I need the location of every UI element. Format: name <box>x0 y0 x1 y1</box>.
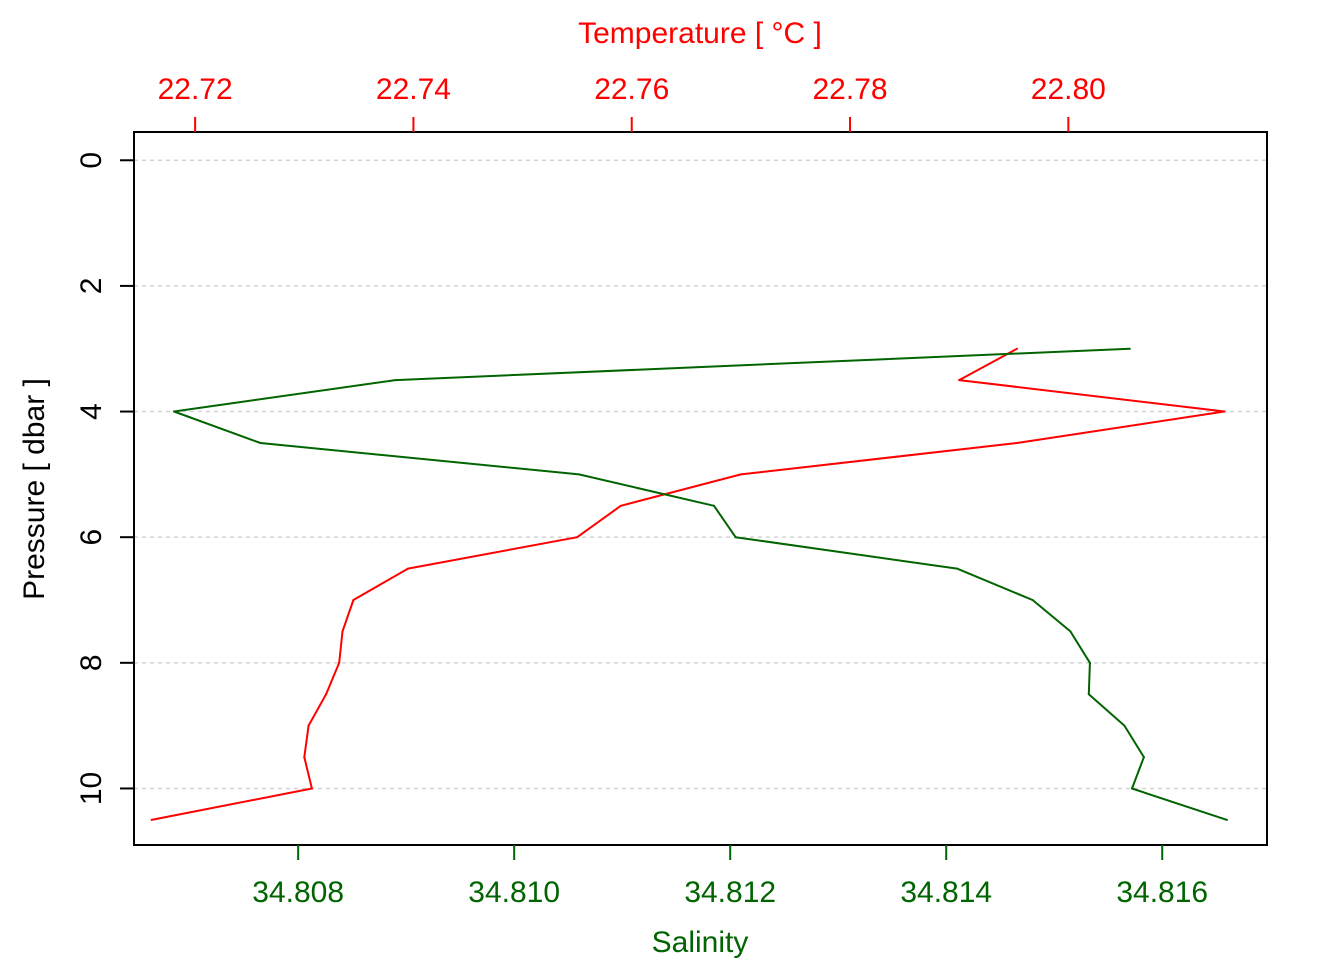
salinity-tick-label-2: 34.812 <box>684 876 776 909</box>
temperature-point-15 <box>150 818 153 821</box>
temperature-point-9 <box>341 630 344 633</box>
salinity-tick-label-3: 34.814 <box>900 876 992 909</box>
temperature-point-6 <box>576 536 579 539</box>
salinity-point-8 <box>1031 599 1034 601</box>
salinity-point-12 <box>1123 724 1126 727</box>
temperature-tick-label-4: 22.80 <box>1031 73 1106 106</box>
salinity-point-5 <box>713 504 715 507</box>
salinity-point-11 <box>1087 693 1090 696</box>
salinity-point-7 <box>956 567 958 570</box>
pressure-axis-title: Pressure [ dbar ] <box>18 378 51 600</box>
temperature-point-14 <box>310 787 313 790</box>
pressure-tick-label-4: 8 <box>75 654 108 671</box>
temperature-tick-label-3: 22.78 <box>812 73 887 106</box>
salinity-point-10 <box>1088 661 1091 664</box>
pressure-tick-label-5: 10 <box>75 772 108 805</box>
temperature-point-11 <box>325 693 328 696</box>
temperature-point-13 <box>303 756 306 759</box>
plot-frame <box>133 131 1268 846</box>
pressure-tick-label-0: 0 <box>75 152 108 169</box>
temperature-point-4 <box>739 473 742 476</box>
temperature-point-8 <box>352 599 355 601</box>
salinity-axis: 34.808 34.810 34.812 34.814 34.816 <box>252 845 1208 909</box>
temperature-point-7 <box>407 567 409 570</box>
temperature-point-2 <box>1223 410 1226 413</box>
salinity-point-3 <box>259 442 262 444</box>
salinity-point-4 <box>578 473 580 476</box>
temperature-tick-label-1: 22.74 <box>376 73 451 106</box>
temperature-point-10 <box>338 661 341 664</box>
salinity-point-1 <box>394 379 397 382</box>
temperature-profile-line <box>151 347 1226 821</box>
pressure-tick-label-3: 6 <box>75 529 108 546</box>
temperature-point-0 <box>1016 347 1018 350</box>
temperature-tick-label-0: 22.72 <box>158 73 233 106</box>
temperature-axis: 22.72 22.74 22.76 22.78 22.80 <box>158 73 1106 132</box>
salinity-point-14 <box>1131 787 1133 790</box>
salinity-point-9 <box>1069 630 1072 633</box>
temperature-point-3 <box>1016 442 1018 444</box>
salinity-point-2 <box>173 410 175 413</box>
pressure-tick-label-1: 2 <box>75 278 108 295</box>
temperature-point-1 <box>958 379 961 382</box>
salinity-point-6 <box>734 536 737 539</box>
salinity-profile-line <box>173 347 1228 821</box>
salinity-tick-label-1: 34.810 <box>468 876 560 909</box>
temperature-axis-title: Temperature [ °C ] <box>578 17 822 50</box>
series-lines <box>150 347 1228 821</box>
temperature-tick-label-2: 22.76 <box>594 73 669 106</box>
salinity-axis-title: Salinity <box>652 926 749 959</box>
temperature-point-12 <box>307 724 310 727</box>
pressure-tick-label-2: 4 <box>75 403 108 420</box>
salinity-point-13 <box>1142 756 1145 759</box>
salinity-point-0 <box>1128 347 1131 350</box>
pressure-axis: 0 2 4 6 8 10 <box>75 152 134 805</box>
salinity-point-15 <box>1226 818 1228 821</box>
salinity-tick-label-0: 34.808 <box>252 876 344 909</box>
grid-lines <box>134 159 1267 790</box>
salinity-tick-label-4: 34.816 <box>1116 876 1208 909</box>
temperature-point-5 <box>619 504 622 507</box>
